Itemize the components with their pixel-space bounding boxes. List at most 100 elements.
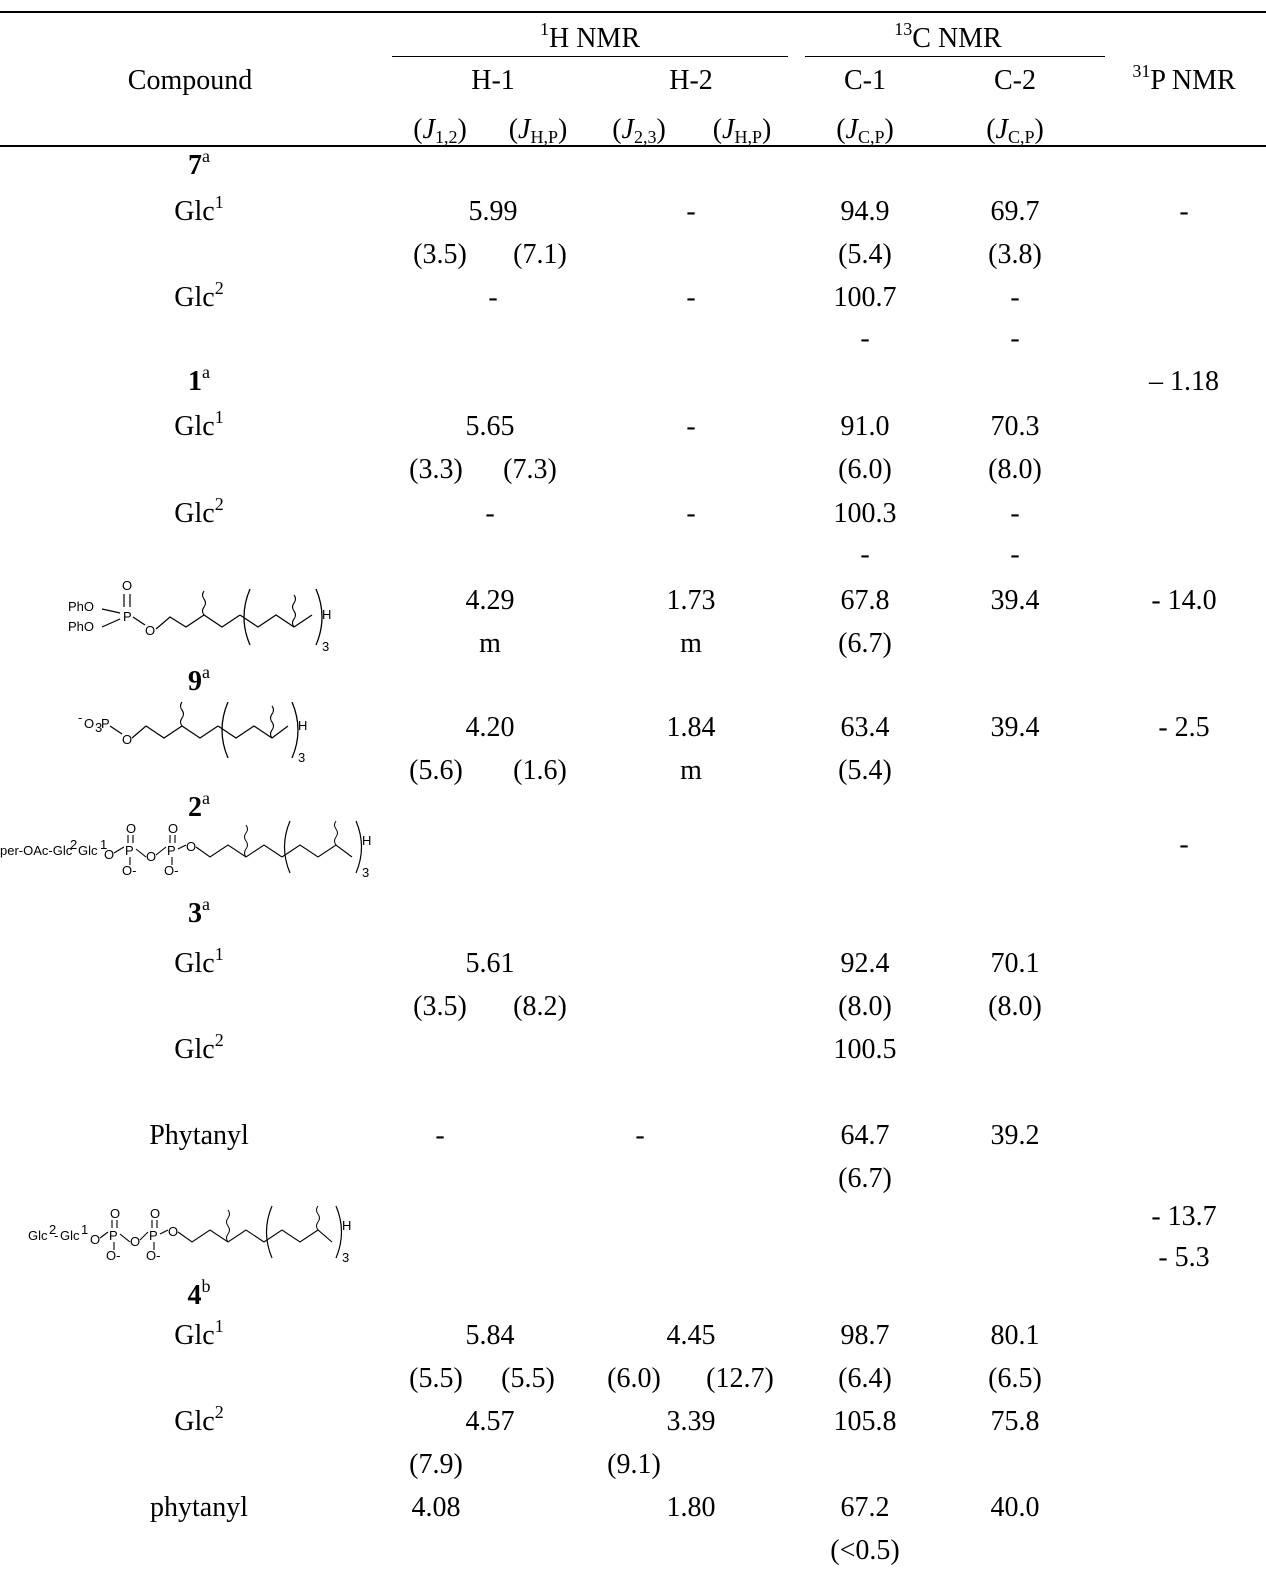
cell-value: - 13.7 xyxy=(1151,1201,1217,1232)
compound-2-label: 2a xyxy=(188,788,210,823)
row-label-glc1: Glc1 xyxy=(174,944,224,979)
jhp1-header: (JH,P) xyxy=(508,114,568,147)
svg-text:Glc: Glc xyxy=(28,1228,48,1243)
row-label-glc2: Glc2 xyxy=(174,1402,224,1437)
cell-value: (1.6) xyxy=(513,755,567,786)
svg-text:O: O xyxy=(84,716,94,731)
cell-value: 75.8 xyxy=(990,1406,1040,1437)
cell-value: - xyxy=(1010,323,1020,354)
cell-value: 105.8 xyxy=(833,1406,897,1437)
svg-text:O: O xyxy=(90,1232,100,1247)
cell-value: m xyxy=(680,628,702,659)
cell-value: (5.4) xyxy=(838,239,892,270)
j23-header: (J2,3) xyxy=(612,114,666,147)
jcp2-header: (JC,P) xyxy=(986,114,1044,147)
svg-text:-: - xyxy=(78,710,82,725)
h1-header: H-1 xyxy=(471,65,515,96)
cell-value: - xyxy=(860,323,870,354)
svg-text:P: P xyxy=(101,716,110,731)
cell-value: (7.1) xyxy=(513,239,567,270)
cell-value: - xyxy=(686,498,696,529)
svg-text:3: 3 xyxy=(298,750,305,765)
cell-value: (8.0) xyxy=(988,454,1042,485)
svg-text:O-: O- xyxy=(164,863,178,878)
structure-phytanyl-phosphate: - O 3 P O H 3 xyxy=(78,698,338,770)
svg-text:O: O xyxy=(168,821,178,836)
svg-text:O-: O- xyxy=(106,1248,120,1263)
svg-text:-: - xyxy=(54,1228,58,1243)
compound-3-label: 3a xyxy=(188,894,210,929)
cell-value: m xyxy=(479,628,501,659)
svg-text:Glc: Glc xyxy=(78,843,98,858)
cell-value: 39.4 xyxy=(990,712,1040,743)
cell-value: 5.61 xyxy=(465,948,515,979)
cell-value: 100.7 xyxy=(833,282,897,313)
svg-text:Glc: Glc xyxy=(60,1228,80,1243)
c-nmr-rule xyxy=(805,56,1105,57)
row-label-phytanyl: phytanyl xyxy=(150,1492,248,1523)
cell-value: - xyxy=(1179,196,1189,227)
cell-value: 5.65 xyxy=(465,411,515,442)
cell-value: 63.4 xyxy=(840,712,890,743)
cell-value: 5.84 xyxy=(465,1320,515,1351)
header-bottom-rule xyxy=(0,145,1266,147)
svg-text:1: 1 xyxy=(81,1222,88,1237)
row-label-glc1: Glc1 xyxy=(174,1316,224,1351)
svg-text:O-: O- xyxy=(122,863,136,878)
cell-value: 80.1 xyxy=(990,1320,1040,1351)
svg-text:O: O xyxy=(122,578,132,593)
c1-header: C-1 xyxy=(844,65,886,96)
svg-text:H: H xyxy=(322,607,331,622)
cell-value: 39.2 xyxy=(990,1120,1040,1151)
cell-value: - xyxy=(686,282,696,313)
cell-value: (3.5) xyxy=(413,239,467,270)
svg-text:P: P xyxy=(167,843,176,858)
cell-value: (8.0) xyxy=(988,991,1042,1022)
svg-text:3: 3 xyxy=(362,865,369,880)
cell-value: - 5.3 xyxy=(1158,1242,1210,1273)
cell-value: - xyxy=(435,1120,445,1151)
top-rule xyxy=(0,11,1266,13)
cell-value: 94.9 xyxy=(840,196,890,227)
cell-value: (<0.5) xyxy=(830,1535,900,1566)
cell-value: - xyxy=(860,539,870,570)
cell-value: 4.45 xyxy=(666,1320,716,1351)
svg-text:2: 2 xyxy=(49,1222,56,1237)
cell-value: (7.9) xyxy=(409,1449,463,1480)
cell-value: 100.5 xyxy=(833,1034,897,1065)
svg-text:H: H xyxy=(342,1218,351,1233)
svg-text:3: 3 xyxy=(95,720,102,735)
cell-value: - xyxy=(1010,282,1020,313)
cell-value: - xyxy=(635,1120,645,1151)
cell-value: (7.3) xyxy=(503,454,557,485)
svg-text:O: O xyxy=(104,847,114,862)
row-label-glc2: Glc2 xyxy=(174,1030,224,1065)
svg-text:H: H xyxy=(362,833,371,848)
cell-value: 67.2 xyxy=(840,1492,890,1523)
j12-header: (J1,2) xyxy=(413,114,467,147)
svg-text:1: 1 xyxy=(100,837,107,852)
cell-value: 40.0 xyxy=(990,1492,1040,1523)
cell-value: (5.5) xyxy=(501,1363,555,1394)
cell-value: 4.57 xyxy=(465,1406,515,1437)
cell-value: - xyxy=(488,282,498,313)
row-label-glc1: Glc1 xyxy=(174,192,224,227)
h-nmr-header: 1H NMR xyxy=(539,19,641,54)
svg-text:O: O xyxy=(110,1206,120,1221)
svg-text:O: O xyxy=(168,1224,178,1239)
svg-text:O: O xyxy=(122,732,132,747)
cell-value: 3.39 xyxy=(666,1406,716,1437)
cell-value: 69.7 xyxy=(990,196,1040,227)
p-nmr-header: 31P NMR xyxy=(1132,61,1236,96)
svg-text:O: O xyxy=(186,839,196,854)
svg-text:2: 2 xyxy=(70,837,77,852)
svg-text:3: 3 xyxy=(342,1250,349,1265)
cell-value: - xyxy=(1010,498,1020,529)
cell-value: - xyxy=(686,411,696,442)
cell-value: 4.29 xyxy=(465,585,515,616)
svg-text:P: P xyxy=(109,1228,118,1243)
cell-value: 67.8 xyxy=(840,585,890,616)
cell-value: 1.84 xyxy=(666,712,716,743)
cell-value: (6.0) xyxy=(838,454,892,485)
cell-value: 4.20 xyxy=(465,712,515,743)
